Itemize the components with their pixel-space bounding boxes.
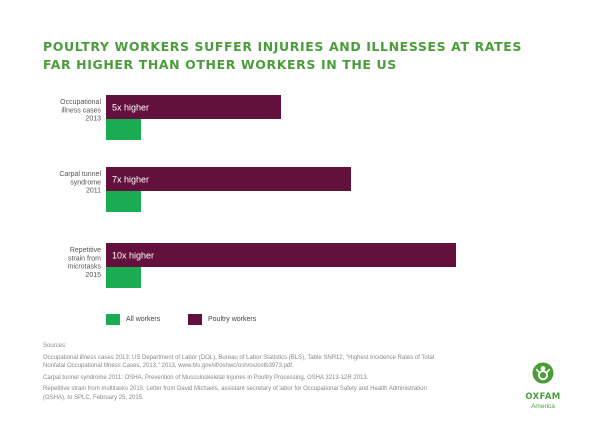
legend-label-all-workers: All workers xyxy=(126,315,161,323)
legend-swatch-all-workers xyxy=(106,313,120,325)
oxfam-logo: OXFAM America xyxy=(518,362,568,410)
category-label: Carpal tunnel xyxy=(59,171,101,178)
bar-all-workers xyxy=(106,267,141,288)
category-label: 2011 xyxy=(86,188,101,195)
category-label: microtasks xyxy=(68,264,102,271)
source-entry: Occupational illness cases 2013: US Depa… xyxy=(43,354,435,370)
category-label: syndrome xyxy=(70,179,101,186)
bar-poultry-workers xyxy=(106,95,281,119)
chart-title-line-1: POULTRY WORKERS SUFFER INJURIES AND ILLN… xyxy=(43,39,522,54)
bar-all-workers xyxy=(106,119,141,140)
category-label: strain from xyxy=(68,255,101,262)
legend-label-poultry-workers: Poultry workers xyxy=(208,315,257,323)
bar-data-label: 7x higher xyxy=(112,175,149,185)
logo-subtitle: America xyxy=(531,403,555,410)
category-label: Occupational xyxy=(60,99,101,106)
legend-item-all-workers: All workers xyxy=(106,313,160,325)
legend-item-poultry-workers: Poultry workers xyxy=(188,313,256,325)
category-label: 2013 xyxy=(85,116,101,123)
bar-poultry-workers xyxy=(106,243,456,267)
sources-block: Sources: Occupational illness cases 2013… xyxy=(43,342,438,405)
bar-data-label: 10x higher xyxy=(112,251,154,261)
chart-title-line-2: FAR HIGHER THAN OTHER WORKERS IN THE US xyxy=(43,57,397,72)
oxfam-person-icon xyxy=(532,362,554,384)
bar-data-label: 5x higher xyxy=(112,103,149,113)
category-label: 2015 xyxy=(85,272,101,279)
bar-all-workers xyxy=(106,191,141,212)
logo-name: OXFAM xyxy=(525,392,561,402)
category-label: Repetitive xyxy=(70,247,101,254)
legend-swatch-poultry-workers xyxy=(188,313,202,325)
sources-heading: Sources: xyxy=(43,343,67,349)
source-entry: Repetitive strain from multitasks 2015: … xyxy=(43,386,427,401)
source-entry: Carpal tunnel syndrome 2011: OSHA, Preve… xyxy=(43,374,369,381)
category-label: illness cases xyxy=(61,107,101,114)
bar-poultry-workers xyxy=(106,167,351,191)
